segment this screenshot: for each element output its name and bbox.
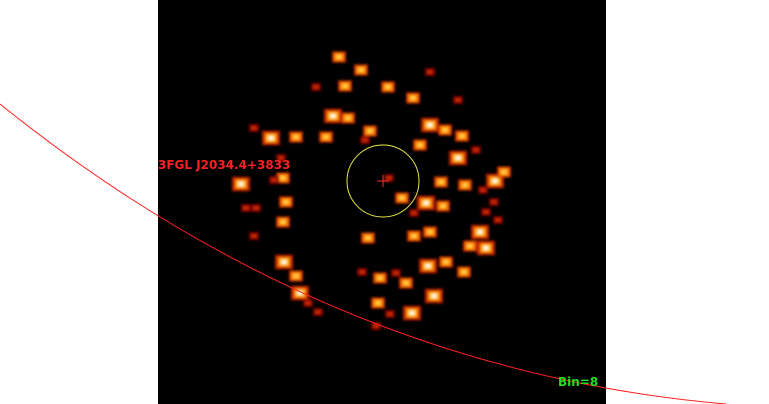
- sky-image-viewer[interactable]: [158, 0, 606, 404]
- bin-size-label: Bin=8: [558, 375, 599, 389]
- source-name-label: 3FGL J2034.4+3833: [158, 158, 291, 172]
- counts-heatmap: [232, 51, 511, 330]
